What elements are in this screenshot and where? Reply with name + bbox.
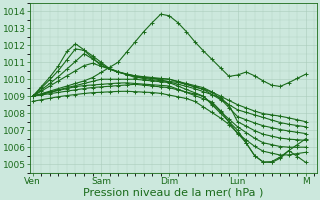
X-axis label: Pression niveau de la mer( hPa ): Pression niveau de la mer( hPa ) <box>84 187 264 197</box>
